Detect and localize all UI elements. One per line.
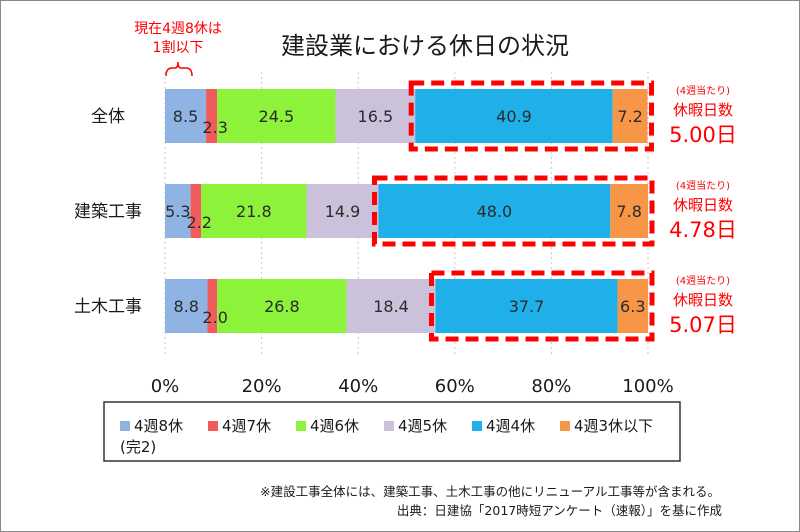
footnote-2: 出典：日建協「2017時短アンケート（速報）」を基に作成: [397, 503, 722, 518]
data-label: 16.5: [358, 107, 394, 126]
data-label: 2.3: [202, 118, 227, 137]
data-label: 5.3: [165, 202, 190, 221]
bar-segment: [165, 279, 208, 333]
legend-label: 4週4休: [486, 417, 535, 435]
data-label: 7.2: [617, 107, 642, 126]
x-tick-label: 0%: [151, 376, 180, 397]
bar-segment: [165, 184, 191, 238]
chart-title: 建設業における休日の状況: [281, 32, 569, 60]
legend-label: 4週7休: [222, 417, 271, 435]
annotation-label: 休暇日数: [673, 196, 733, 214]
bar-segment: [306, 184, 379, 238]
x-tick-label: 20%: [242, 376, 282, 397]
value-labels-group: 8.52.3 24.5 16.5 40.9 7.2 5.32.2 21.8 14.9 48.0 7…: [165, 107, 645, 327]
annotation-heading: (4週当たり): [676, 179, 730, 192]
data-label: 7.8: [616, 202, 641, 221]
bar-segment: [612, 89, 648, 143]
bar-segment: [610, 184, 648, 238]
bars-group: [165, 89, 648, 333]
bar-segment: [346, 279, 436, 333]
legend: 4週8休 4週7休 4週6休 4週5休 4週4休 4週3休以下: [120, 417, 653, 435]
bar-segment: [415, 89, 613, 143]
highlight-box: [371, 175, 655, 247]
legend-box: [103, 401, 681, 462]
legend-swatch: [472, 421, 482, 431]
bar-segment: [435, 279, 618, 333]
legend-note: (完2): [120, 438, 156, 456]
data-label: 18.4: [373, 297, 409, 316]
data-label: 24.5: [259, 107, 295, 126]
highlight-box: [428, 270, 655, 342]
x-tick-label: 80%: [531, 376, 571, 397]
category-label: 建築工事: [74, 202, 142, 222]
x-tick-label: 100%: [622, 376, 673, 397]
data-label: 8.5: [173, 107, 198, 126]
x-tick-label: 60%: [435, 376, 475, 397]
data-label: 6.3: [620, 297, 645, 316]
legend-swatch: [120, 421, 130, 431]
top-note-line-1: 現在4週8休は: [134, 21, 222, 37]
data-label: 21.8: [236, 202, 272, 221]
data-label: 26.8: [264, 297, 300, 316]
annotation-label: 休暇日数: [673, 291, 733, 309]
bar-segment: [207, 279, 218, 333]
top-note-line-2: 1割以下: [153, 39, 204, 56]
highlight-boxes-group: [371, 80, 655, 342]
data-label: 8.8: [174, 297, 199, 316]
per-category-annotations-group: (4週当たり) 休暇日数 5.00日 (4週当たり) 休暇日数 4.78日 (4週当たり) 休…: [669, 84, 737, 337]
bar-segment: [201, 184, 307, 238]
data-label: 2.2: [186, 213, 211, 232]
data-label: 40.9: [496, 107, 532, 126]
legend-swatch: [560, 421, 570, 431]
bar-segment: [190, 184, 202, 238]
footnote-1: ※建設工事全体には、建築工事、土木工事の他にリニューアル工事等が含まれる。: [260, 484, 720, 499]
legend-swatch: [384, 421, 394, 431]
annotation-label: 休暇日数: [673, 101, 733, 119]
bar-segment: [206, 89, 218, 143]
legend-label: 4週6休: [310, 417, 359, 435]
annotation-value: 5.00日: [669, 123, 737, 147]
top-note-bracket: [165, 61, 193, 77]
category-label: 全体: [91, 107, 125, 127]
annotation-value: 5.07日: [669, 313, 737, 337]
annotation-heading: (4週当たり): [676, 84, 730, 97]
data-label: 14.9: [325, 202, 361, 221]
bar-segment: [165, 89, 207, 143]
data-label: 48.0: [477, 202, 513, 221]
data-label: 2.0: [202, 308, 227, 327]
data-label: 37.7: [509, 297, 545, 316]
annotation-value: 4.78日: [669, 218, 737, 242]
bar-segment: [217, 279, 347, 333]
legend-label: 4週5休: [398, 417, 447, 435]
x-tick-label: 40%: [338, 376, 378, 397]
bar-segment: [335, 89, 416, 143]
bar-segment: [378, 184, 611, 238]
bar-segment: [217, 89, 336, 143]
legend-swatch: [208, 421, 218, 431]
bar-segment: [617, 279, 648, 333]
highlight-box: [408, 80, 655, 152]
annotation-heading: (4週当たり): [676, 274, 730, 287]
x-tick-labels-group: 0% 20% 40% 60% 80% 100%: [151, 376, 674, 397]
legend-swatch: [296, 421, 306, 431]
legend-label: 4週3休以下: [574, 417, 653, 435]
category-label: 土木工事: [74, 297, 142, 317]
legend-label: 4週8休: [134, 417, 183, 435]
